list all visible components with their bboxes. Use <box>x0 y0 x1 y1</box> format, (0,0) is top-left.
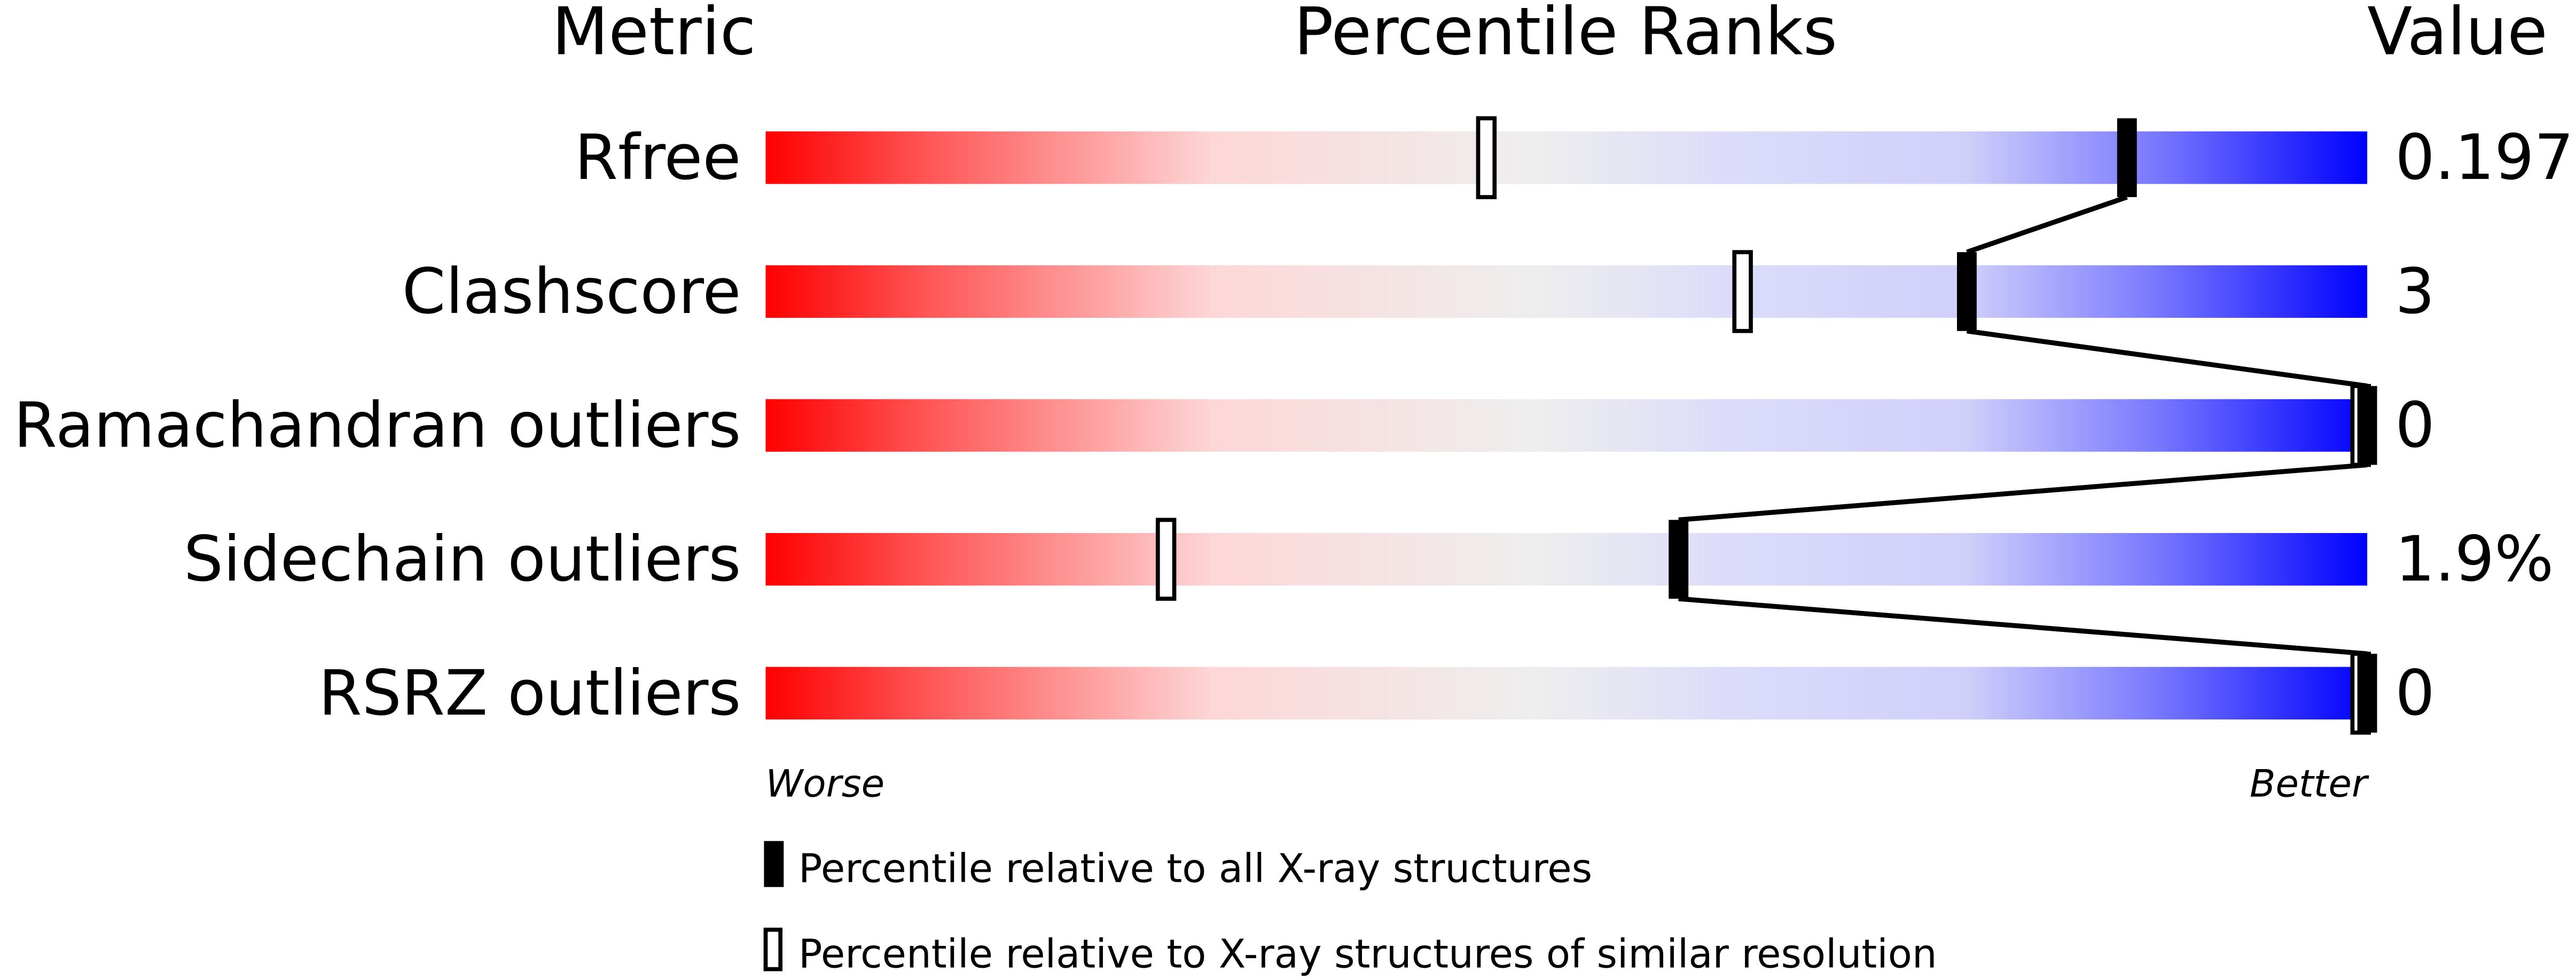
percentile-bar <box>765 131 2368 184</box>
legend-all-label: Percentile relative to all X-ray structu… <box>798 846 1592 892</box>
connector-line <box>1966 328 2368 389</box>
marker-all-structures <box>1669 520 1689 599</box>
axis-worse-label: Worse <box>765 762 884 806</box>
metric-value: 0 <box>2395 657 2434 730</box>
axis-better-label: Better <box>2250 762 2369 806</box>
metric-label: Clashscore <box>402 255 741 328</box>
header-metric: Metric <box>552 0 756 70</box>
metric-label: Rfree <box>575 121 741 194</box>
percentile-bar <box>765 533 2368 586</box>
marker-similar-resolution <box>1155 518 1177 601</box>
marker-similar-resolution <box>1476 116 1497 199</box>
metric-label: RSRZ outliers <box>318 657 741 730</box>
percentile-bar <box>765 667 2368 720</box>
connector-line <box>1678 596 2368 656</box>
header-percentile: Percentile Ranks <box>1294 0 1837 70</box>
metric-label: Ramachandran outliers <box>13 389 741 462</box>
marker-all-structures <box>2357 386 2377 465</box>
marker-similar-resolution <box>1732 250 1753 333</box>
metric-value: 0 <box>2395 389 2434 462</box>
connector-line <box>1966 194 2128 255</box>
percentile-bar <box>765 265 2368 318</box>
percentile-bar <box>765 399 2368 452</box>
metric-value: 3 <box>2395 255 2434 328</box>
marker-all-structures <box>2357 654 2377 733</box>
connector-line <box>1678 462 2368 522</box>
legend-similar-label: Percentile relative to X-ray structures … <box>798 931 1937 977</box>
header-value: Value <box>2367 0 2548 70</box>
marker-all-structures <box>1956 252 1977 331</box>
marker-all-structures <box>2117 118 2137 198</box>
metric-value: 0.197 <box>2395 121 2574 194</box>
legend-all-swatch <box>764 841 784 887</box>
legend-similar-swatch <box>763 927 783 972</box>
metric-label: Sidechain outliers <box>184 523 741 596</box>
metric-value: 1.9% <box>2395 523 2554 596</box>
